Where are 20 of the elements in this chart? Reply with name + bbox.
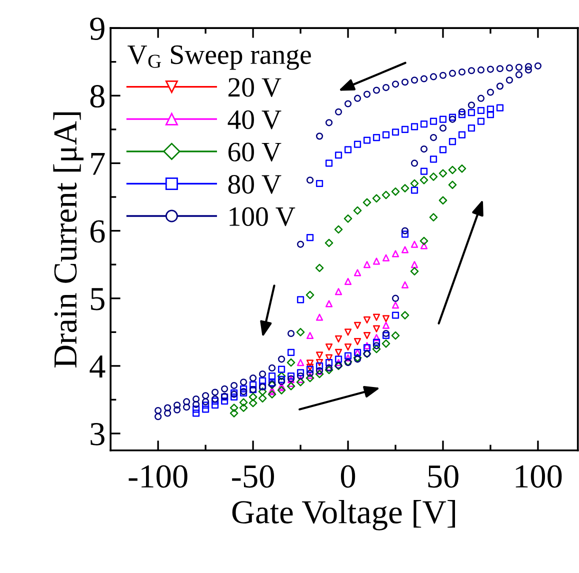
y-tick-label: 4 <box>90 356 106 378</box>
x-axis-title: Gate Voltage [V] <box>232 500 455 530</box>
x-tick-label: 100 <box>516 465 562 488</box>
y-tick-label: 8 <box>90 85 104 108</box>
legend-label: 100 V <box>230 207 296 226</box>
legend-label: 80 V <box>228 174 282 194</box>
x-tick-label: 0 <box>340 465 356 488</box>
x-tick-label: -100 <box>128 465 188 488</box>
y-tick-label: 3 <box>90 422 104 446</box>
legend-label: 60 V <box>228 142 282 162</box>
legend-label: 20 V <box>228 78 282 97</box>
legend-label: 40 V <box>228 110 282 130</box>
y-tick-label: 5 <box>91 288 104 310</box>
x-tick-label: 50 <box>428 465 458 488</box>
y-tick-label: 7 <box>91 152 105 175</box>
y-axis-title: Drain Current [μA] <box>53 112 84 368</box>
x-tick-label: -50 <box>232 465 274 488</box>
y-tick-label: 6 <box>90 220 105 243</box>
legend-title: V$_{G}$ Sweep range <box>128 45 311 70</box>
y-tick-label: 9 <box>90 18 104 40</box>
